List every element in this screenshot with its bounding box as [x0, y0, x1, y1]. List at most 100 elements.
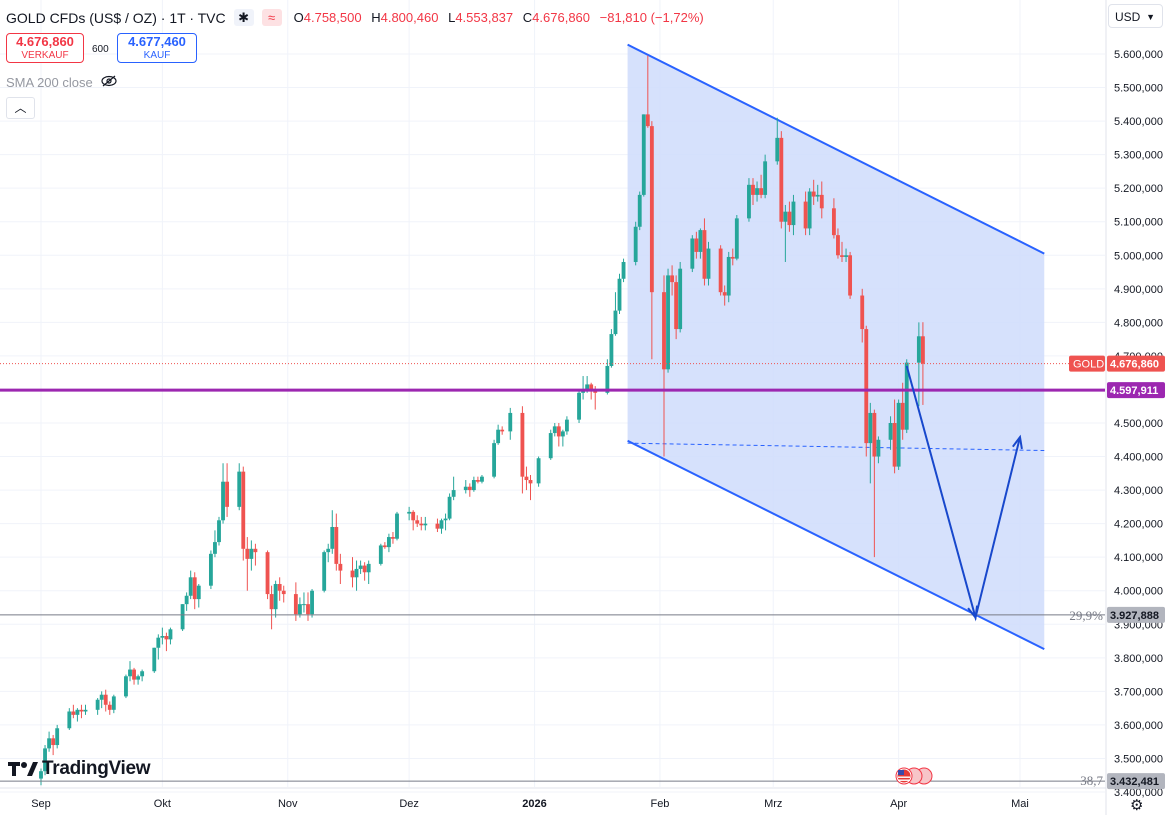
- x-tick-label: Sep: [31, 798, 51, 810]
- candle: [188, 577, 193, 596]
- symbol-title[interactable]: GOLD CFDs (US$ / OZ) · 1T · TVC: [6, 9, 226, 26]
- candle: [783, 211, 788, 222]
- candle: [815, 194, 820, 197]
- candle: [411, 511, 416, 521]
- candle: [536, 458, 541, 484]
- candle: [249, 548, 254, 559]
- candle: [67, 711, 72, 729]
- candle: [350, 570, 355, 578]
- candle: [872, 412, 877, 457]
- candle: [904, 362, 909, 430]
- candle: [47, 738, 52, 749]
- candle: [293, 594, 298, 615]
- candle: [83, 709, 88, 712]
- candle: [718, 248, 723, 293]
- line-price-label: 4.597,911: [1110, 385, 1158, 397]
- currency-select[interactable]: USD ▼: [1108, 4, 1163, 28]
- candle: [237, 471, 242, 507]
- candle: [382, 545, 387, 548]
- y-tick-label: 5.600,000: [1114, 49, 1163, 61]
- candle: [281, 590, 286, 595]
- candle: [649, 126, 654, 293]
- y-tick-label: 4.900,000: [1114, 284, 1163, 296]
- candle: [180, 604, 185, 630]
- market-status-icon[interactable]: ≈: [261, 9, 282, 26]
- candle: [702, 230, 707, 279]
- candle: [75, 709, 80, 715]
- y-tick-label: 5.400,000: [1114, 116, 1163, 128]
- buy-button[interactable]: 4.677,460 KAUF: [117, 33, 197, 63]
- candle: [330, 526, 335, 549]
- y-tick-label: 3.700,000: [1114, 686, 1163, 698]
- candle: [508, 412, 513, 432]
- symbol-tag-bg: [1069, 355, 1105, 372]
- low-pct-label: 38,7: [1080, 773, 1103, 788]
- candle: [892, 423, 897, 467]
- low-value: 4.553,837: [455, 10, 514, 25]
- candle: [577, 392, 581, 420]
- candle: [807, 191, 812, 229]
- target-price-label-bg: [1107, 606, 1165, 623]
- candle: [613, 310, 618, 335]
- candle: [763, 161, 768, 195]
- candle: [306, 604, 310, 615]
- y-tick-label: 5.100,000: [1114, 217, 1163, 229]
- candle: [265, 552, 270, 595]
- candle: [920, 336, 925, 364]
- candle: [338, 563, 343, 571]
- indicator-legend[interactable]: SMA 200 close: [6, 75, 117, 90]
- change-value: −81,810 (−1,72%): [599, 10, 704, 25]
- candle: [124, 676, 128, 697]
- eye-hidden-icon[interactable]: [101, 75, 117, 90]
- price-axis-bg: [1106, 0, 1169, 815]
- collapse-legend-button[interactable]: ︿: [6, 97, 35, 119]
- open-value: 4.758,500: [303, 10, 362, 25]
- y-tick-label: 4.100,000: [1114, 552, 1163, 564]
- candle: [621, 261, 626, 279]
- currency-label: USD: [1115, 10, 1141, 24]
- candle: [245, 548, 250, 559]
- candle: [860, 295, 865, 330]
- candle: [378, 545, 383, 564]
- candle: [734, 218, 739, 259]
- candle: [128, 669, 132, 677]
- x-tick-label: Dez: [399, 798, 419, 810]
- chart-header: GOLD CFDs (US$ / OZ) · 1T · TVC ✱ ≈ O4.7…: [6, 9, 710, 26]
- candle: [310, 590, 314, 615]
- candle: [803, 201, 808, 229]
- candle: [302, 604, 306, 606]
- y-tick-label: 5.000,000: [1114, 250, 1163, 262]
- candle: [79, 709, 84, 712]
- flag-icons[interactable]: [891, 767, 933, 785]
- y-tick-label: 3.800,000: [1114, 653, 1163, 665]
- candle: [451, 490, 456, 497]
- asterisk-icon[interactable]: ✱: [233, 9, 254, 26]
- candle: [840, 255, 844, 257]
- candle: [192, 577, 197, 600]
- candle: [492, 443, 497, 477]
- candle: [156, 637, 161, 648]
- gear-icon[interactable]: ⚙: [1130, 797, 1144, 814]
- x-tick-label: Okt: [154, 798, 171, 810]
- symbol-tag: GOLD: [1073, 359, 1104, 371]
- buy-label: KAUF: [143, 50, 171, 61]
- candle: [326, 548, 331, 553]
- candle: [690, 238, 695, 269]
- candle: [184, 595, 189, 605]
- y-tick-label: 4.200,000: [1114, 519, 1163, 531]
- close-value: 4.676,860: [532, 10, 591, 25]
- x-tick-label: Feb: [650, 798, 669, 810]
- channel-upper-line: [627, 43, 1045, 255]
- sell-button[interactable]: 4.676,860 VERKAUF: [6, 33, 84, 63]
- candle: [496, 429, 501, 444]
- target-price-label: 3.927,888: [1110, 610, 1159, 622]
- candle: [694, 238, 699, 252]
- candle: [225, 481, 230, 507]
- candle: [585, 384, 590, 390]
- candle: [168, 629, 173, 640]
- candle: [391, 537, 395, 539]
- candle: [297, 604, 302, 615]
- candle: [528, 480, 533, 484]
